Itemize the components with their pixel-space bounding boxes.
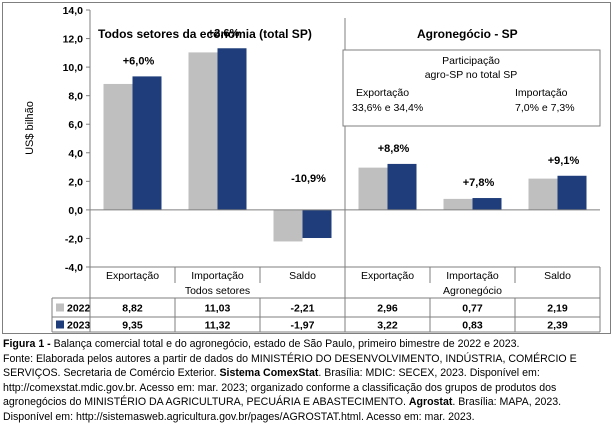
change-annotation: +6,0% xyxy=(123,55,155,67)
change-annotation: +7,8% xyxy=(463,177,495,189)
x-category-label: Importação xyxy=(191,270,244,282)
infobox-import-label: Importação xyxy=(515,87,568,99)
x-category-label: Importação xyxy=(446,270,499,282)
y-tick-label: 4,0 xyxy=(68,148,83,160)
source-text-c: . Brasília: MDIC: SECEX, 2023. Disponíve… xyxy=(3,367,557,409)
y-tick-label: 14,0 xyxy=(63,5,84,17)
source-agrostat: Agrostat xyxy=(408,396,453,409)
bar-2023 xyxy=(217,48,247,210)
legend-swatch-2023 xyxy=(56,320,64,329)
change-annotation: +2,6% xyxy=(208,27,240,39)
data-label-2023: 3,22 xyxy=(377,320,398,332)
y-tick-label: -2,0 xyxy=(65,233,83,245)
data-label-2023: 9,35 xyxy=(122,320,143,332)
y-tick-label: 6,0 xyxy=(68,119,83,131)
panel-title-agro: Agronegócio - SP xyxy=(417,27,518,41)
data-label-2022: -2,21 xyxy=(291,303,315,315)
caption-figure-text: Balança comercial total e do agronegócio… xyxy=(50,338,520,350)
y-tick-label: 8,0 xyxy=(68,91,83,103)
data-label-2023: 2,39 xyxy=(547,320,568,332)
infobox-export-value: 33,6% e 34,4% xyxy=(352,102,423,114)
legend-label-2022: 2022 xyxy=(67,303,91,315)
change-annotation: +8,8% xyxy=(378,143,410,155)
y-axis-label: US$ bilhão xyxy=(24,101,36,155)
source-text-a: Fonte: Elaborada pelos autores a partir … xyxy=(3,352,577,380)
legend-swatch-2022 xyxy=(56,303,64,312)
data-label-2022: 2,96 xyxy=(377,303,398,315)
x-group-label: Agronegócio xyxy=(443,285,502,297)
caption-figure-label: Figura 1 - xyxy=(3,338,51,350)
y-tick-label: 10,0 xyxy=(63,62,84,74)
x-category-label: Saldo xyxy=(544,270,571,282)
y-tick-label: 0,0 xyxy=(68,205,83,217)
y-tick-label: -4,0 xyxy=(65,262,83,274)
change-annotation: -10,9% xyxy=(291,173,326,185)
x-category-label: Exportação xyxy=(361,270,414,282)
data-label-2022: 8,82 xyxy=(122,303,143,315)
y-tick-label: 2,0 xyxy=(68,176,83,188)
bar-2022 xyxy=(188,52,218,210)
infobox-title-line2: agro-SP no total SP xyxy=(425,69,518,81)
data-label-2022: 0,77 xyxy=(462,303,483,315)
change-annotation: +9,1% xyxy=(548,155,580,167)
caption-source: Fonte: Elaborada pelos autores a partir … xyxy=(3,352,609,425)
x-category-label: Saldo xyxy=(289,270,316,282)
bar-2023 xyxy=(557,175,587,210)
bar-2022 xyxy=(358,167,388,210)
bar-2022 xyxy=(528,178,558,210)
bar-2023 xyxy=(302,209,332,239)
data-label-2023: 11,32 xyxy=(205,320,231,332)
data-label-2023: 0,83 xyxy=(462,320,483,332)
infobox-title-line1: Participação xyxy=(442,55,500,67)
bar-2022 xyxy=(273,209,303,242)
share-infobox xyxy=(342,49,601,127)
figure-caption: Figura 1 - Balança comercial total e do … xyxy=(3,337,609,425)
y-tick-label: 12,0 xyxy=(63,34,84,46)
x-category-label: Exportação xyxy=(106,270,159,282)
caption-title: Figura 1 - Balança comercial total e do … xyxy=(3,337,609,352)
bar-2023 xyxy=(387,163,417,210)
bar-2023 xyxy=(472,198,502,210)
bar-2022 xyxy=(443,198,473,210)
data-label-2022: 11,03 xyxy=(205,303,231,315)
x-group-label: Todos setores xyxy=(185,285,250,297)
infobox-export-label: Exportação xyxy=(356,87,409,99)
infobox-import-value: 7,0% e 7,3% xyxy=(515,102,575,114)
panel-title-total: Todos setores da economia (total SP) xyxy=(98,27,312,41)
data-label-2022: 2,19 xyxy=(547,303,568,315)
source-comexstat: Sistema ComexStat xyxy=(219,367,319,380)
source-text-e: . Brasília: MAPA, 2023. Disponível em: h… xyxy=(3,396,562,423)
balance-chart: US$ bilhão -4,0 -2,0 0,0 2,0 4,0 6,0 8,0 10,0 12… xyxy=(24,5,601,333)
chart-frame xyxy=(2,2,611,334)
bar-2023 xyxy=(132,76,162,210)
legend-label-2023: 2023 xyxy=(67,320,91,332)
bar-2022 xyxy=(103,83,133,210)
data-label-2023: -1,97 xyxy=(291,320,315,332)
